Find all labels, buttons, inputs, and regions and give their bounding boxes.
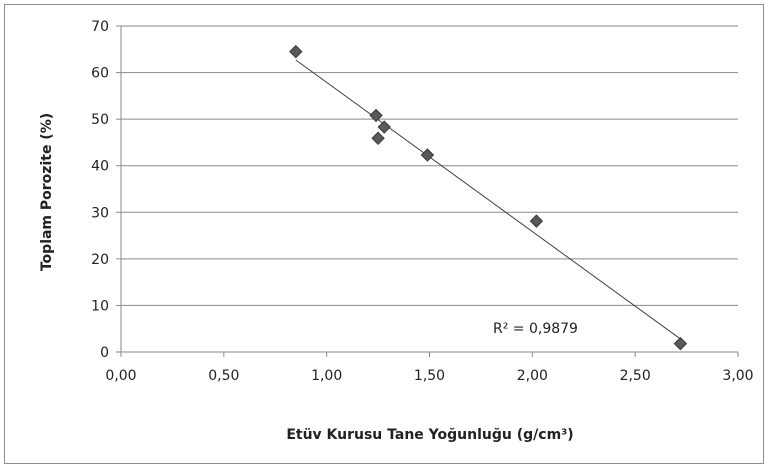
axes: [116, 25, 739, 357]
data-point: [289, 44, 303, 59]
trendline-group: [295, 59, 681, 340]
y-tick-label: 10: [91, 298, 109, 314]
x-tick-label: 0,50: [208, 368, 239, 384]
trendline: [295, 59, 681, 340]
r-squared-annotation: R² = 0,9879: [493, 321, 578, 337]
x-axis-title: Etüv Kurusu Tane Yoğunluğu (g/cm³): [286, 427, 573, 443]
x-tick-label: 0,00: [105, 368, 136, 384]
y-tick-label: 30: [91, 205, 109, 221]
y-tick-label: 0: [100, 345, 109, 361]
y-tick-label: 60: [91, 66, 109, 82]
x-tick-label: 3,00: [722, 368, 753, 384]
data-point: [529, 214, 544, 228]
data-point: [371, 131, 385, 145]
y-tick-label: 20: [91, 252, 109, 268]
x-tick-label: 1,50: [414, 368, 445, 384]
chart-frame: 0 10 20 30 40 50 60 70 0,00 0,50 1,00 1,50 2,00 2,50 3…: [4, 4, 764, 464]
x-tick-label: 2,50: [620, 368, 651, 384]
y-tick-label: 70: [91, 19, 109, 35]
data-point: [673, 336, 688, 351]
y-tick-label: 50: [91, 112, 109, 128]
data-point: [420, 148, 435, 162]
data-point: [377, 120, 391, 134]
x-tick-label: 2,00: [517, 368, 548, 384]
data-points: [289, 44, 688, 351]
scatter-chart: 0 10 20 30 40 50 60 70 0,00 0,50 1,00 1,50 2,00 2,50 3…: [39, 19, 754, 443]
data-point: [369, 108, 383, 123]
y-tick-label: 40: [91, 159, 109, 175]
x-tick-label: 1,00: [311, 368, 342, 384]
y-axis-title: Toplam Porozite (%): [39, 113, 55, 271]
gridlines: [121, 25, 738, 306]
tick-labels: 0 10 20 30 40 50 60 70 0,00 0,50 1,00 1,50 2,00 2,50 3…: [91, 19, 753, 384]
